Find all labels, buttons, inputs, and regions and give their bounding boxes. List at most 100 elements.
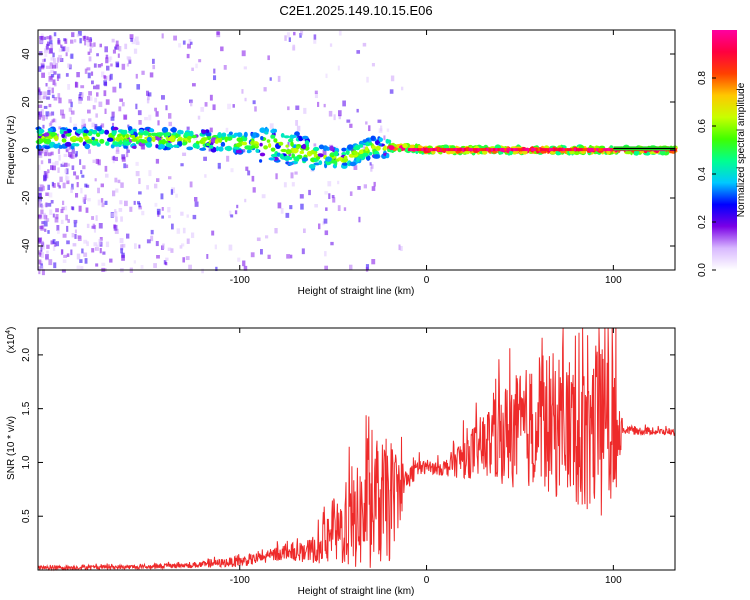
colorbar-ticks: 0.0 0.2 0.4 0.6 0.8 <box>697 71 716 277</box>
ridge-cell <box>220 141 226 147</box>
noise-cell <box>58 185 61 189</box>
noise-cell <box>349 264 353 270</box>
noise-cell <box>42 115 46 121</box>
noise-cell <box>180 163 184 167</box>
ridge-cell <box>236 137 243 143</box>
peak-cell <box>587 148 590 152</box>
noise-cell <box>55 208 59 213</box>
ridge-cell <box>221 132 227 138</box>
noise-cell <box>337 180 340 185</box>
peak-cell <box>515 148 518 152</box>
noise-cell <box>371 63 375 67</box>
noise-cell <box>386 128 390 132</box>
noise-cell <box>369 162 372 166</box>
peak-cell <box>551 148 554 152</box>
noise-cell <box>147 94 150 101</box>
ridge-cell <box>236 142 243 147</box>
noise-cell <box>265 235 269 239</box>
noise-cell <box>241 89 244 94</box>
noise-cell <box>126 63 130 67</box>
ridge-cell <box>149 128 154 133</box>
noise-cell <box>94 178 97 182</box>
noise-cell <box>318 223 321 230</box>
snr-ytick-label: 1.0 <box>21 455 32 469</box>
noise-cell <box>82 36 86 41</box>
noise-cell <box>173 35 177 41</box>
noise-cell <box>46 36 50 40</box>
noise-cell <box>87 96 91 101</box>
noise-cell <box>42 245 45 250</box>
ridge-cell <box>308 164 316 169</box>
ridge-cell <box>43 132 50 137</box>
noise-cell <box>110 116 115 121</box>
noise-cell <box>51 87 54 94</box>
noise-cell <box>119 238 124 244</box>
noise-cell <box>95 263 99 267</box>
noise-cell <box>256 237 261 242</box>
ridge-cell <box>130 129 134 135</box>
noise-cell <box>47 41 51 46</box>
ridge-cell <box>250 140 254 144</box>
noise-cell <box>225 127 229 133</box>
ridge-cell <box>386 153 390 159</box>
ridge-cell <box>131 138 138 142</box>
ridge-cell <box>255 148 260 153</box>
ridge-cell <box>260 136 264 141</box>
noise-cell <box>104 82 108 87</box>
peak-cell <box>423 148 427 152</box>
noise-cell <box>119 98 124 102</box>
noise-cell <box>53 262 57 269</box>
ridge-cell <box>371 145 376 150</box>
noise-cell <box>137 110 142 116</box>
peak-cell <box>571 148 574 152</box>
peak-cell <box>472 148 476 152</box>
noise-cell <box>60 163 65 167</box>
ridge-cell <box>82 133 88 137</box>
noise-cell <box>65 149 69 153</box>
ridge-cell <box>130 134 136 139</box>
noise-cell <box>337 205 341 212</box>
peak-cell <box>434 148 438 152</box>
ridge-cell <box>302 143 307 150</box>
noise-cell <box>50 74 55 78</box>
noise-cell <box>88 149 91 154</box>
ridge-cell <box>123 141 131 146</box>
colorbar-strip <box>712 30 737 270</box>
noise-cell <box>93 229 97 233</box>
colorbar-label: Normalized spectral amplitude <box>736 82 747 217</box>
noise-cell <box>346 119 351 123</box>
noise-cell <box>75 175 79 180</box>
noise-cell <box>190 101 193 107</box>
ridge-cell <box>198 140 204 144</box>
ridge-cell <box>318 144 325 150</box>
peak-cell <box>414 148 418 152</box>
noise-cell <box>39 91 43 96</box>
noise-cell <box>209 94 213 101</box>
noise-cell <box>61 206 65 211</box>
noise-cell <box>98 101 103 108</box>
noise-cell <box>55 214 59 220</box>
noise-cell <box>38 269 41 275</box>
noise-cell <box>100 123 105 128</box>
ridge-cell <box>228 131 233 136</box>
noise-cell <box>55 241 60 247</box>
noise-cell <box>38 164 41 171</box>
ridge-cell <box>301 135 309 140</box>
noise-cell <box>136 84 141 90</box>
peak-cell <box>591 148 595 152</box>
peak-cell <box>493 148 496 152</box>
ridge-cell <box>268 157 276 161</box>
noise-cell <box>325 207 328 211</box>
noise-cell <box>92 159 96 164</box>
noise-cell <box>88 118 92 122</box>
noise-cell <box>200 107 205 112</box>
peak-cell <box>564 148 568 152</box>
noise-cell <box>338 110 342 117</box>
ridge-cell <box>225 145 233 152</box>
noise-cell <box>211 230 215 236</box>
noise-cell <box>48 192 53 198</box>
peak-cell <box>488 148 492 152</box>
noise-cell <box>87 51 91 55</box>
noise-cell <box>38 153 43 158</box>
noise-cell <box>49 62 53 66</box>
